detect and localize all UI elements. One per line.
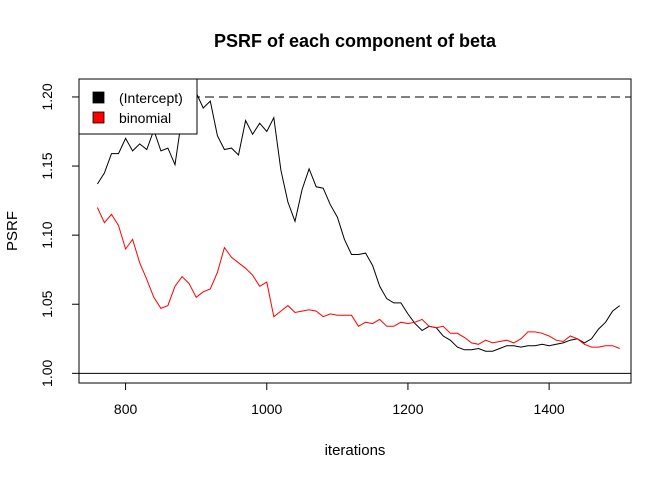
legend-label: (Intercept) bbox=[119, 90, 183, 106]
y-tick-label: 1.15 bbox=[39, 152, 55, 179]
chart-title: PSRF of each component of beta bbox=[214, 31, 497, 51]
x-axis: 800 1000 1200 1400 bbox=[114, 382, 565, 417]
y-tick-label: 1.00 bbox=[39, 359, 55, 386]
legend-swatch bbox=[92, 111, 105, 124]
y-axis: 1.00 1.05 1.10 1.15 1.20 bbox=[39, 83, 80, 387]
x-tick-label: 1000 bbox=[251, 401, 282, 417]
y-tick-label: 1.20 bbox=[39, 83, 55, 110]
y-tick-label: 1.05 bbox=[39, 290, 55, 317]
x-tick-label: 800 bbox=[114, 401, 138, 417]
reference-lines bbox=[79, 96, 631, 374]
x-axis-label: iterations bbox=[325, 442, 386, 459]
legend-swatch bbox=[92, 91, 105, 104]
x-tick-label: 1200 bbox=[392, 401, 423, 417]
legend-label: binomial bbox=[119, 110, 171, 126]
x-tick-label: 1400 bbox=[534, 401, 565, 417]
legend-box bbox=[78, 78, 198, 135]
y-axis-label: PSRF bbox=[4, 211, 21, 251]
y-tick-label: 1.10 bbox=[39, 221, 55, 248]
legend: (Intercept) binomial bbox=[78, 78, 198, 135]
series-line-binomial bbox=[96, 207, 620, 349]
